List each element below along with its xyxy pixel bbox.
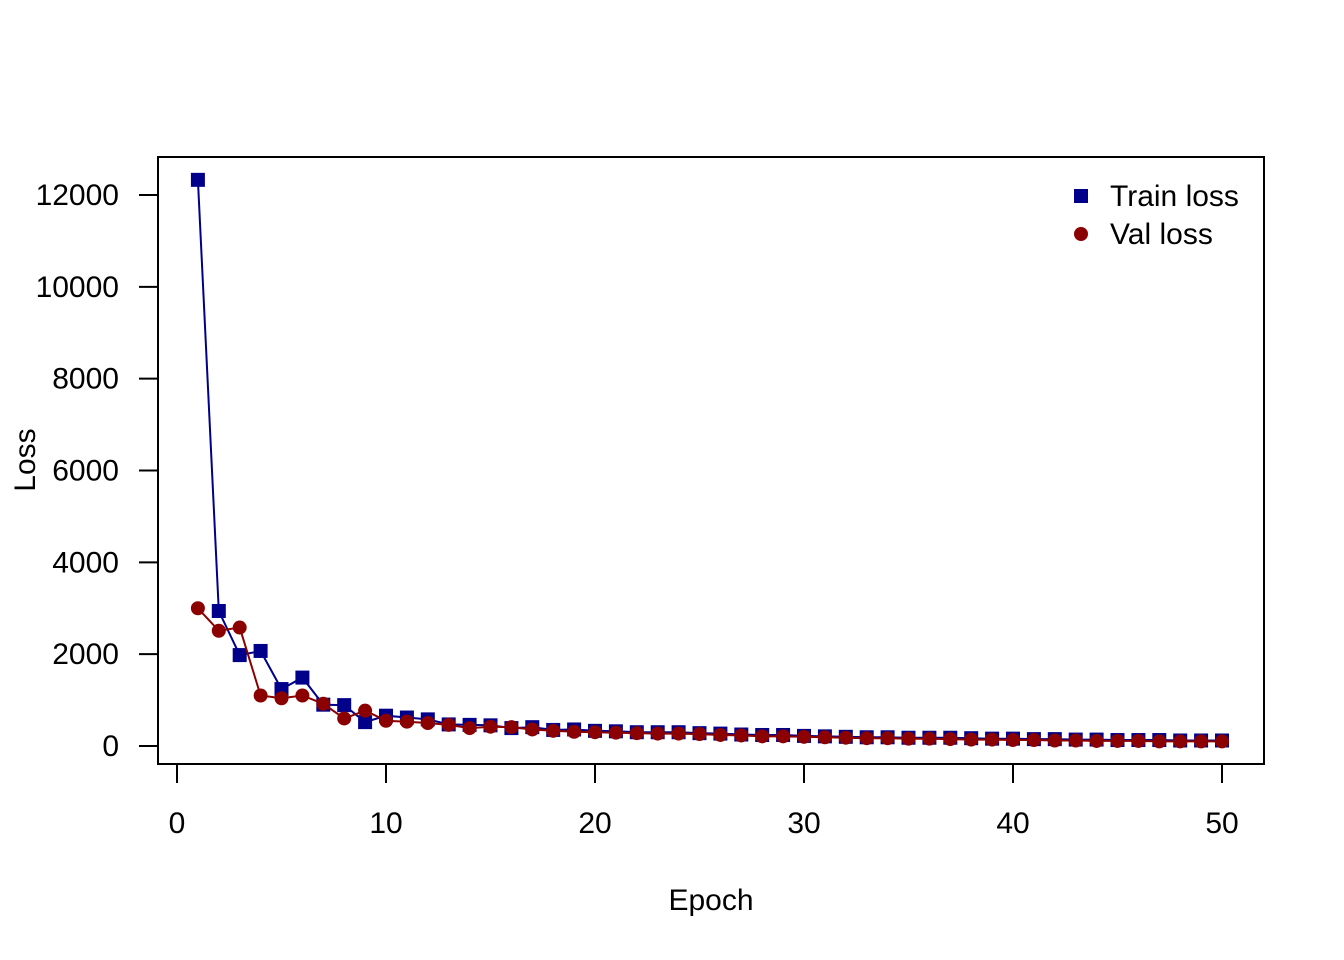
val-point [943,732,958,747]
x-tick-label: 10 [369,807,402,840]
val-point [190,601,205,616]
val-point [504,720,519,735]
val-point [399,714,414,729]
val-point [253,688,268,703]
legend-label-train: Train loss [1110,180,1239,213]
val-point [358,703,373,718]
y-tick-label: 2000 [52,638,119,671]
series-val [190,601,1229,749]
val-point [1047,733,1062,748]
y-tick-label: 8000 [52,363,119,396]
val-point [546,723,561,738]
y-tick-label: 6000 [52,455,119,488]
val-point [880,731,895,746]
y-axis-label: Loss [9,428,42,491]
val-point [211,623,226,638]
val-point [901,731,916,746]
train-point [358,715,373,730]
series-train [190,172,1229,748]
val-point [316,696,331,711]
x-tick-label: 20 [578,807,611,840]
val-point [1173,734,1188,749]
val-point [379,713,393,728]
y-tick-label: 0 [102,730,119,763]
x-tick-label: 50 [1205,807,1238,840]
y-tick-label: 12000 [36,179,119,212]
val-point [671,726,686,741]
val-point [838,730,853,745]
val-point [525,722,540,737]
train-point [253,643,268,658]
val-point [629,726,644,741]
y-tick-label: 4000 [52,546,119,579]
series-layer [190,172,1229,749]
val-point [713,727,728,742]
val-point [1215,734,1229,749]
val-point [859,731,874,746]
val-point [462,721,477,736]
val-point [1152,734,1167,749]
val-point [567,724,582,739]
val-point [1194,734,1209,749]
x-axis: 0 10 20 30 40 50 [169,763,1239,840]
val-point [1131,733,1146,748]
val-point [1026,733,1041,748]
val-point [776,729,791,744]
val-point [817,730,832,745]
val-point [692,727,707,742]
x-tick-label: 30 [787,807,820,840]
x-axis-label: Epoch [668,884,753,917]
val-point [1006,733,1020,748]
x-tick-label: 0 [169,807,186,840]
legend-label-val: Val loss [1110,218,1213,251]
val-point [420,716,435,731]
val-point [734,728,749,743]
val-point [650,726,665,741]
series-line-val [197,607,1222,743]
val-point [608,725,623,740]
train-point [337,698,352,713]
train-point [211,604,226,619]
val-point [797,729,811,744]
val-point [295,688,310,703]
y-tick-label: 10000 [36,271,119,304]
y-axis: 0 2000 4000 6000 8000 10000 12000 [36,179,159,763]
val-point [232,620,247,635]
val-point [964,732,979,747]
val-point [1089,733,1104,748]
val-point [337,711,352,726]
train-point [190,172,205,187]
legend-marker-val [1074,227,1088,241]
val-point [588,725,602,740]
series-line-train [196,179,1222,742]
val-point [274,691,289,706]
val-point [922,731,937,746]
val-point [1110,733,1125,748]
legend: Train loss Val loss [1074,180,1239,251]
val-point [483,719,498,734]
x-tick-label: 40 [996,807,1029,840]
train-point [232,648,247,663]
val-point [1068,733,1083,748]
train-point [295,670,310,685]
val-point [755,729,770,744]
val-point [985,732,1000,747]
plot-box [157,156,1265,765]
legend-marker-train [1074,189,1088,203]
val-point [441,717,456,732]
